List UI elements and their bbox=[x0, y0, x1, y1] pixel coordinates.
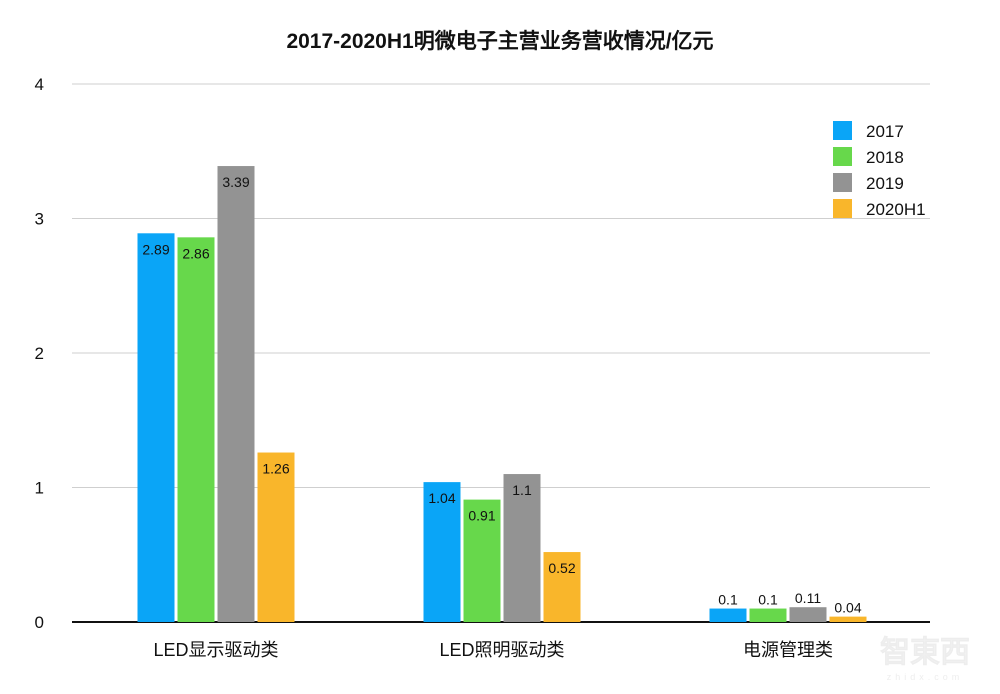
svg-text:智東西: 智東西 bbox=[880, 636, 970, 669]
data-label: 0.91 bbox=[468, 508, 495, 524]
bar-2020H1-0 bbox=[257, 452, 295, 622]
data-label: 2.89 bbox=[142, 241, 169, 257]
data-label: 2.86 bbox=[182, 245, 209, 261]
y-tick-label: 2 bbox=[35, 344, 44, 363]
legend-label: 2018 bbox=[866, 148, 904, 167]
bar-2019-0 bbox=[217, 166, 255, 623]
legend-swatch bbox=[833, 173, 852, 192]
x-category-label: LED照明驱动类 bbox=[439, 640, 564, 660]
legend-label: 2020H1 bbox=[866, 200, 926, 219]
data-label: 1.26 bbox=[262, 461, 289, 477]
legend-swatch bbox=[833, 121, 852, 140]
legend-label: 2017 bbox=[866, 122, 904, 141]
bar-2018-2 bbox=[749, 608, 787, 622]
svg-text:zhidx.com: zhidx.com bbox=[887, 672, 964, 682]
legend-swatch bbox=[833, 199, 852, 218]
x-category-label: 电源管理类 bbox=[743, 640, 833, 660]
bar-2017-1 bbox=[423, 482, 461, 622]
data-label: 1.04 bbox=[428, 490, 455, 506]
bar-2020H1-2 bbox=[829, 616, 867, 622]
watermark-logo: 智東西 zhidx.com bbox=[880, 636, 971, 682]
data-label: 0.1 bbox=[718, 592, 738, 608]
data-label: 1.1 bbox=[512, 482, 532, 498]
bar-2019-1 bbox=[503, 474, 541, 622]
legend-swatch bbox=[833, 147, 852, 166]
chart-title: 2017-2020H1明微电子主营业务营收情况/亿元 bbox=[286, 29, 713, 53]
y-tick-label: 1 bbox=[35, 479, 44, 498]
bar-2019-2 bbox=[789, 607, 827, 622]
y-tick-label: 4 bbox=[35, 75, 44, 94]
bar-2018-0 bbox=[177, 237, 215, 622]
y-tick-label: 3 bbox=[35, 210, 44, 229]
data-label: 0.11 bbox=[795, 590, 821, 606]
x-category-label: LED显示驱动类 bbox=[153, 640, 278, 660]
data-label: 3.39 bbox=[222, 174, 249, 190]
bar-2017-0 bbox=[137, 233, 175, 623]
bar-2018-1 bbox=[463, 499, 501, 622]
data-label: 0.04 bbox=[834, 600, 861, 616]
data-label: 0.52 bbox=[548, 560, 575, 576]
bar-2020H1-1 bbox=[543, 552, 581, 622]
legend-label: 2019 bbox=[866, 174, 904, 193]
data-label: 0.1 bbox=[758, 592, 778, 608]
bar-2017-2 bbox=[709, 608, 747, 622]
y-tick-label: 0 bbox=[35, 613, 44, 632]
